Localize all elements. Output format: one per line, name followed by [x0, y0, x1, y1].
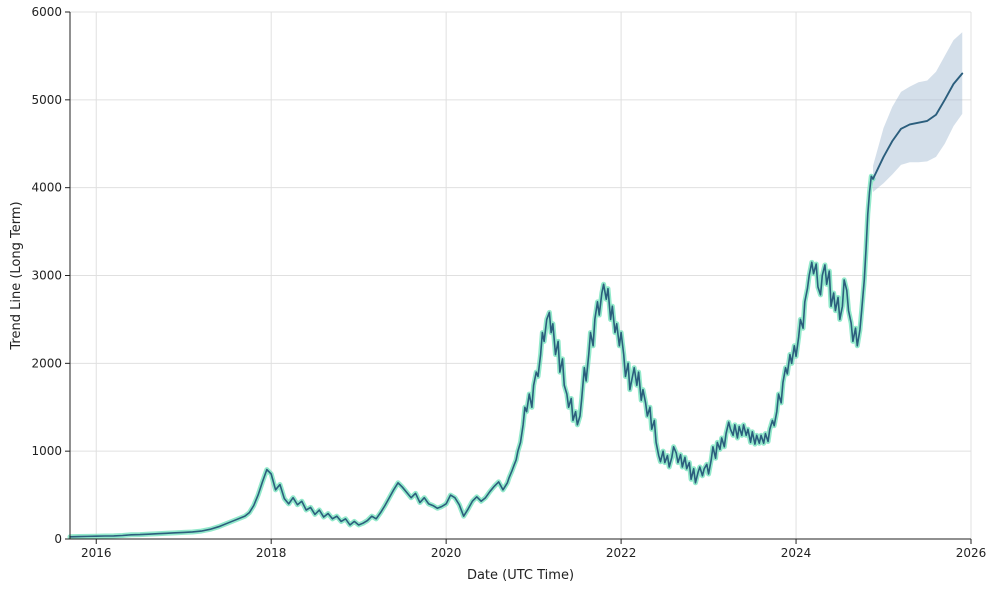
y-tick-label: 1000: [31, 444, 62, 458]
x-tick-label: 2022: [606, 546, 637, 560]
y-axis-label: Trend Line (Long Term): [9, 201, 24, 350]
y-tick-label: 6000: [31, 5, 62, 19]
x-tick-label: 2024: [781, 546, 812, 560]
y-tick-label: 2000: [31, 356, 62, 370]
x-tick-label: 2020: [431, 546, 462, 560]
trend-chart-svg: 0 1000 2000 3000 4000 5000 6000 2016 2018 2020 202…: [0, 0, 989, 589]
y-tick-label: 4000: [31, 181, 62, 195]
trend-chart: 0 1000 2000 3000 4000 5000 6000 2016 2018 2020 202…: [0, 0, 989, 589]
x-tick-label: 2016: [81, 546, 112, 560]
x-tick-label: 2026: [956, 546, 987, 560]
y-tick-label: 5000: [31, 93, 62, 107]
x-axis-label: Date (UTC Time): [467, 568, 574, 583]
y-tick-label: 3000: [31, 269, 62, 283]
x-tick-label: 2018: [256, 546, 287, 560]
y-tick-label: 0: [54, 532, 62, 546]
